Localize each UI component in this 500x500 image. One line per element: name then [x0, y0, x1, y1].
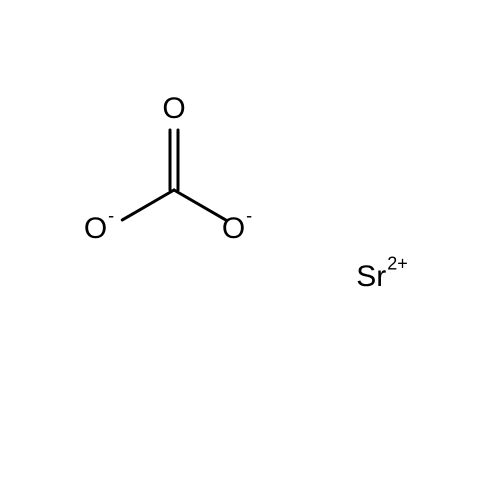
chemical-structure-diagram: OO-O-Sr2+ [0, 0, 500, 500]
bond-line [174, 190, 226, 220]
atoms-layer: OO-O-Sr2+ [84, 92, 408, 293]
bonds-layer [122, 130, 225, 220]
atom-charge: - [108, 205, 114, 225]
atom-charge: - [246, 205, 252, 225]
atom-sr: Sr2+ [356, 253, 408, 293]
bond-line [122, 190, 174, 220]
atom-charge: 2+ [387, 253, 408, 273]
atom-o2: O- [84, 205, 114, 245]
atom-symbol: O [222, 212, 245, 245]
atom-o3: O- [222, 205, 252, 245]
atom-symbol: O [162, 92, 185, 125]
atom-symbol: O [84, 212, 107, 245]
atom-o1: O [162, 92, 185, 125]
atom-symbol: Sr [356, 260, 386, 293]
